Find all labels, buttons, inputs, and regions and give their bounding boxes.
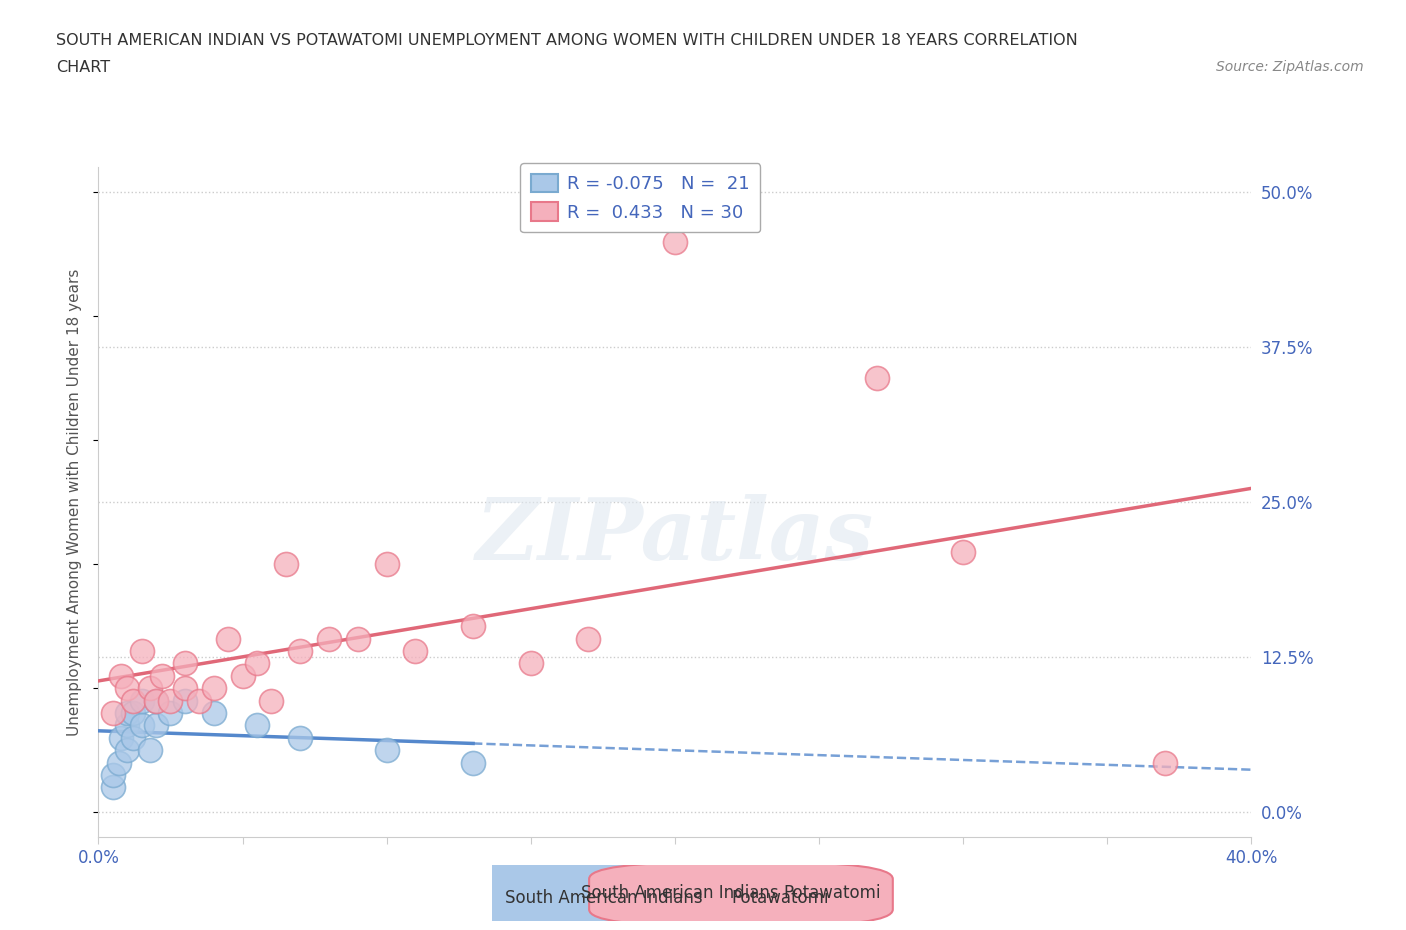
Point	[107, 755, 129, 770]
Text: CHART: CHART	[56, 60, 110, 75]
Point	[150, 669, 173, 684]
Point	[202, 706, 225, 721]
Point	[159, 693, 181, 708]
Point	[174, 693, 197, 708]
Text: SOUTH AMERICAN INDIAN VS POTAWATOMI UNEMPLOYMENT AMONG WOMEN WITH CHILDREN UNDER: SOUTH AMERICAN INDIAN VS POTAWATOMI UNEM…	[56, 33, 1078, 47]
Point	[110, 669, 132, 684]
Point	[174, 681, 197, 696]
Point	[122, 706, 145, 721]
Point	[159, 706, 181, 721]
Point	[131, 644, 153, 658]
Point	[202, 681, 225, 696]
Point	[405, 644, 427, 658]
Point	[145, 693, 167, 708]
Point	[375, 557, 398, 572]
Point	[664, 234, 686, 249]
Point	[866, 371, 889, 386]
Point	[110, 730, 132, 745]
Point	[246, 718, 269, 733]
Text: South American Indians: South American Indians	[505, 889, 703, 907]
Legend: R = -0.075   N =  21, R =  0.433   N = 30: R = -0.075 N = 21, R = 0.433 N = 30	[520, 163, 761, 232]
Point	[117, 681, 139, 696]
Point	[318, 631, 340, 646]
Point	[520, 656, 543, 671]
Point	[246, 656, 269, 671]
Point	[139, 743, 162, 758]
Point	[274, 557, 297, 572]
Point	[139, 681, 162, 696]
Point	[461, 755, 484, 770]
Text: Potawatomi: Potawatomi	[731, 889, 828, 907]
Point	[101, 706, 124, 721]
Point	[461, 618, 484, 633]
Point	[188, 693, 211, 708]
Point	[174, 656, 197, 671]
Point	[290, 730, 312, 745]
Point	[952, 544, 974, 559]
Point	[145, 718, 167, 733]
Point	[131, 718, 153, 733]
Point	[122, 693, 145, 708]
Text: Source: ZipAtlas.com: Source: ZipAtlas.com	[1216, 60, 1364, 74]
Point	[145, 693, 167, 708]
Point	[117, 743, 139, 758]
Point	[260, 693, 283, 708]
Point	[231, 669, 254, 684]
Point	[122, 730, 145, 745]
Point	[101, 780, 124, 795]
Point	[290, 644, 312, 658]
FancyBboxPatch shape	[387, 862, 690, 926]
Point	[117, 706, 139, 721]
Point	[217, 631, 239, 646]
Point	[578, 631, 600, 646]
Point	[131, 693, 153, 708]
Point	[1153, 755, 1175, 770]
Point	[375, 743, 398, 758]
Y-axis label: Unemployment Among Women with Children Under 18 years: Unemployment Among Women with Children U…	[67, 269, 83, 736]
FancyBboxPatch shape	[589, 862, 893, 926]
Point	[117, 718, 139, 733]
Text: Potawatomi: Potawatomi	[783, 884, 880, 902]
Point	[346, 631, 368, 646]
Text: South American Indians: South American Indians	[581, 884, 779, 902]
Text: ZIPatlas: ZIPatlas	[475, 494, 875, 578]
Point	[101, 767, 124, 782]
